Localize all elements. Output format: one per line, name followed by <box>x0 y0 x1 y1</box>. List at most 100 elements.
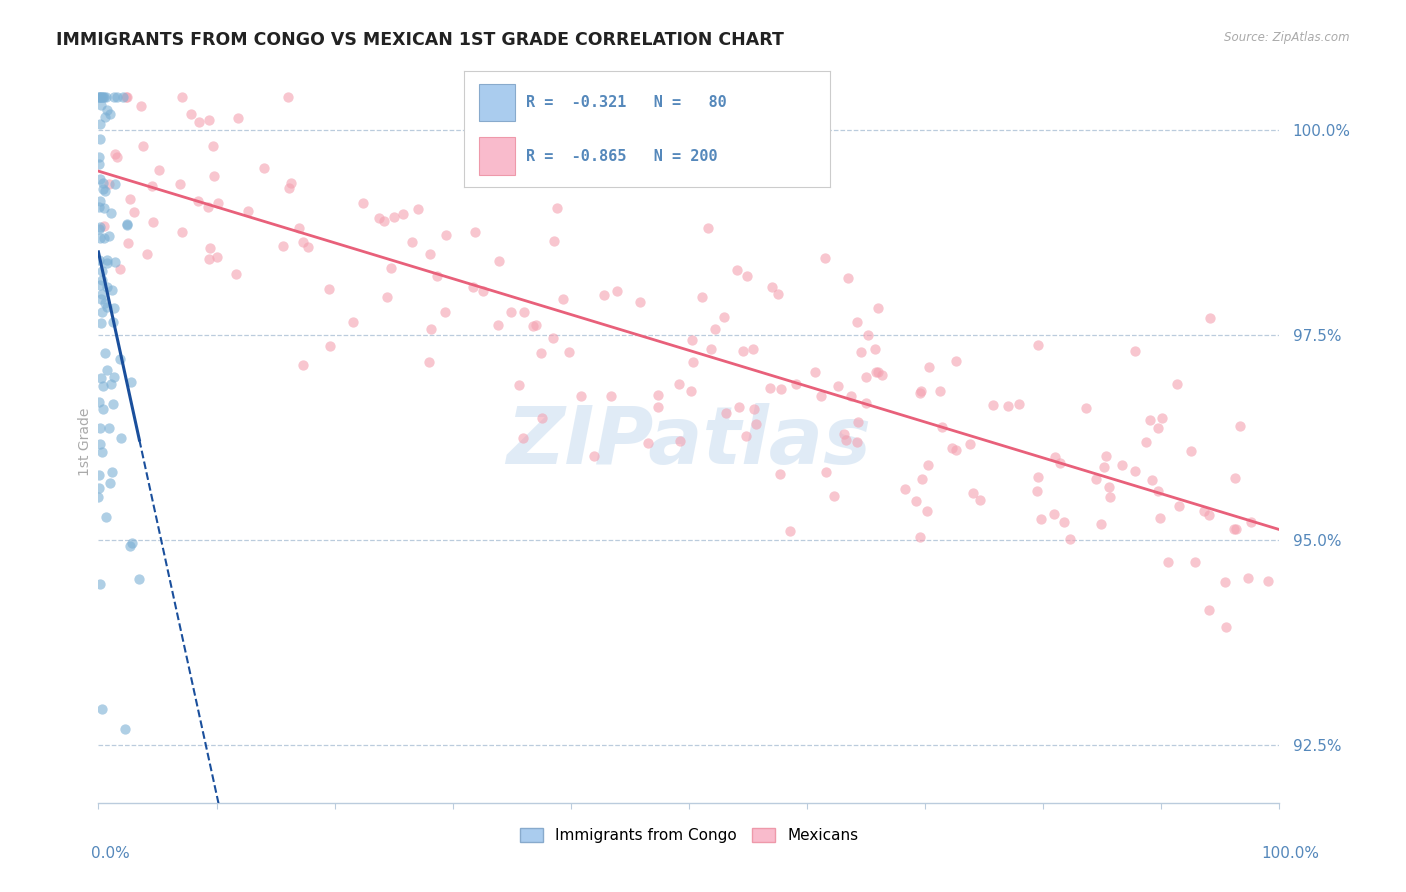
Point <box>96 301 118 315</box>
Point <box>98 177 121 191</box>
Point <box>98 475 121 490</box>
Point <box>1098 480 1121 494</box>
Point <box>187 194 209 209</box>
Point <box>997 400 1019 414</box>
Point <box>628 294 651 309</box>
Point <box>380 260 402 275</box>
Point <box>89 252 111 267</box>
Point <box>91 89 114 103</box>
Point <box>582 449 605 463</box>
Point <box>101 465 124 479</box>
Point <box>104 254 127 268</box>
Point <box>837 270 859 285</box>
Point <box>93 89 115 103</box>
Point <box>115 217 138 231</box>
Point <box>858 328 880 343</box>
Point <box>742 342 765 356</box>
Point <box>962 485 984 500</box>
Point <box>87 222 110 236</box>
Point <box>91 264 114 278</box>
Text: R =  -0.865   N = 200: R = -0.865 N = 200 <box>526 148 717 163</box>
Point <box>917 458 939 473</box>
Point <box>103 301 125 315</box>
Point <box>637 435 659 450</box>
Point <box>699 342 721 356</box>
Point <box>253 161 276 175</box>
Point <box>1225 471 1247 485</box>
Point <box>97 421 120 435</box>
Point <box>89 194 111 208</box>
Point <box>846 435 869 450</box>
Point <box>1049 456 1071 470</box>
Point <box>94 111 117 125</box>
Point <box>91 401 114 416</box>
Point <box>107 90 129 104</box>
Point <box>823 489 845 503</box>
Point <box>120 375 142 389</box>
Point <box>849 345 872 359</box>
Point <box>120 539 142 553</box>
Point <box>87 467 110 482</box>
Point <box>169 178 191 192</box>
Point <box>104 147 127 161</box>
Point <box>419 247 441 261</box>
Point <box>342 315 364 329</box>
Point <box>382 211 405 225</box>
Point <box>297 240 319 254</box>
Point <box>779 524 801 539</box>
Text: 100.0%: 100.0% <box>1261 847 1319 861</box>
Point <box>89 219 111 234</box>
Point <box>1167 499 1189 513</box>
Point <box>434 228 457 243</box>
Point <box>96 252 118 267</box>
Point <box>1090 516 1112 531</box>
Point <box>910 386 932 401</box>
Point <box>530 410 553 425</box>
Point <box>87 200 110 214</box>
Point <box>110 431 132 445</box>
Point <box>1043 450 1066 464</box>
Point <box>468 170 491 185</box>
Point <box>681 333 703 347</box>
Point <box>180 106 202 120</box>
Point <box>669 434 692 448</box>
Point <box>101 397 124 411</box>
Text: Source: ZipAtlas.com: Source: ZipAtlas.com <box>1225 31 1350 45</box>
Point <box>352 196 374 211</box>
Point <box>93 231 115 245</box>
Point <box>894 482 917 496</box>
Point <box>89 89 111 103</box>
Point <box>941 441 963 455</box>
Point <box>571 389 593 403</box>
Point <box>418 355 440 369</box>
Point <box>810 389 832 403</box>
Point <box>593 287 616 301</box>
Point <box>1257 574 1279 588</box>
Point <box>742 402 765 417</box>
Point <box>188 115 211 129</box>
Point <box>910 472 932 486</box>
Point <box>89 132 111 146</box>
Point <box>499 305 522 319</box>
Point <box>1092 460 1115 475</box>
Point <box>1147 421 1170 435</box>
Point <box>1026 483 1049 498</box>
Point <box>486 318 509 332</box>
Point <box>90 292 112 306</box>
Point <box>692 290 714 304</box>
Point <box>931 420 953 434</box>
Point <box>98 107 121 121</box>
Point <box>89 172 111 186</box>
Point <box>731 343 754 358</box>
Point <box>969 493 991 508</box>
Point <box>606 284 628 298</box>
Point <box>814 252 837 266</box>
Point <box>728 401 751 415</box>
Point <box>766 287 789 301</box>
Point <box>758 381 780 395</box>
Point <box>207 195 229 210</box>
Point <box>647 387 669 401</box>
Point <box>512 431 534 445</box>
Point <box>91 379 114 393</box>
Point <box>558 345 581 359</box>
